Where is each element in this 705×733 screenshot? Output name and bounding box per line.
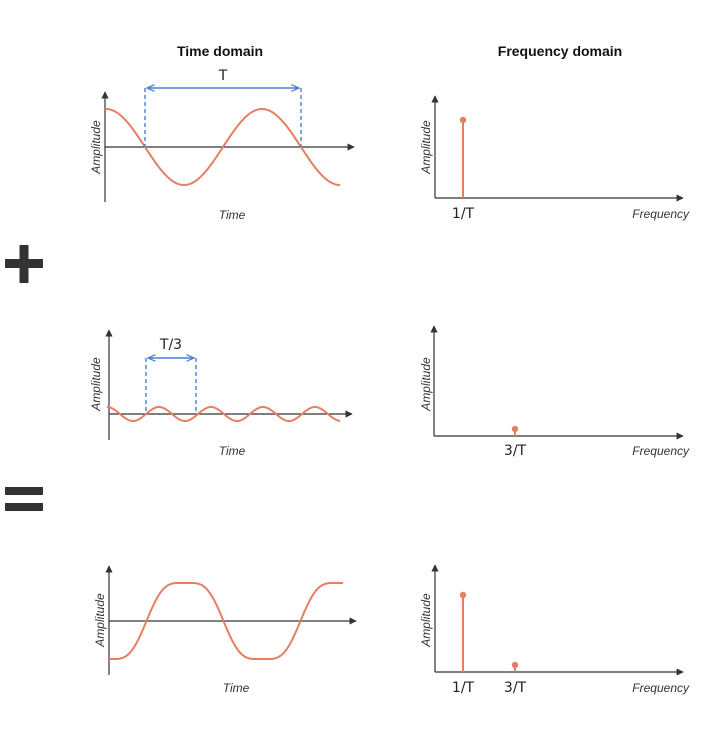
tick-label: 1/T [452,206,475,222]
time-axis-label: Time [219,444,246,458]
period-marker: T [144,68,302,147]
amplitude-axis-label: Amplitude [419,593,433,648]
period-label: T [218,68,228,84]
tick-label: 1/T [452,680,475,696]
time-axis-label: Time [223,681,250,695]
harmonic-waveform [106,405,341,423]
frequency-plot-sum: Amplitude 1/T 3/T Frequency [419,564,690,696]
frequency-axis-label: Frequency [632,444,690,458]
time-plot-fundamental: Amplitude Time T [89,68,355,222]
frequency-axis-label: Frequency [632,681,690,695]
time-plot-third-harmonic: Amplitude Time T/3 [89,329,353,458]
equals-sign-icon [5,487,43,511]
spectral-peak-3-over-T [511,661,519,669]
amplitude-axis-label: Amplitude [89,357,103,412]
frequency-plot-third-harmonic: Amplitude 3/T Frequency [419,325,690,459]
sum-waveform [108,581,344,661]
frequency-domain-header: Frequency domain [498,43,622,59]
frequency-plot-fundamental: Amplitude 1/T Frequency [419,95,690,222]
time-axis-label: Time [219,208,246,222]
amplitude-axis-label: Amplitude [93,593,107,648]
spectral-peak-3-over-T [511,425,519,433]
tick-label: 3/T [504,443,527,459]
tick-label: 3/T [504,680,527,696]
amplitude-axis-label: Amplitude [419,357,433,412]
amplitude-axis-label: Amplitude [89,120,103,175]
time-domain-header: Time domain [177,43,263,59]
plus-sign-icon [5,245,43,283]
frequency-axis-label: Frequency [632,207,690,221]
spectral-peak-1-over-T [459,116,467,124]
amplitude-axis-label: Amplitude [419,120,433,175]
period-marker: T/3 [145,337,197,414]
period-label: T/3 [159,337,182,353]
spectral-peak-1-over-T [459,591,467,599]
time-plot-sum: Amplitude Time [93,565,357,695]
